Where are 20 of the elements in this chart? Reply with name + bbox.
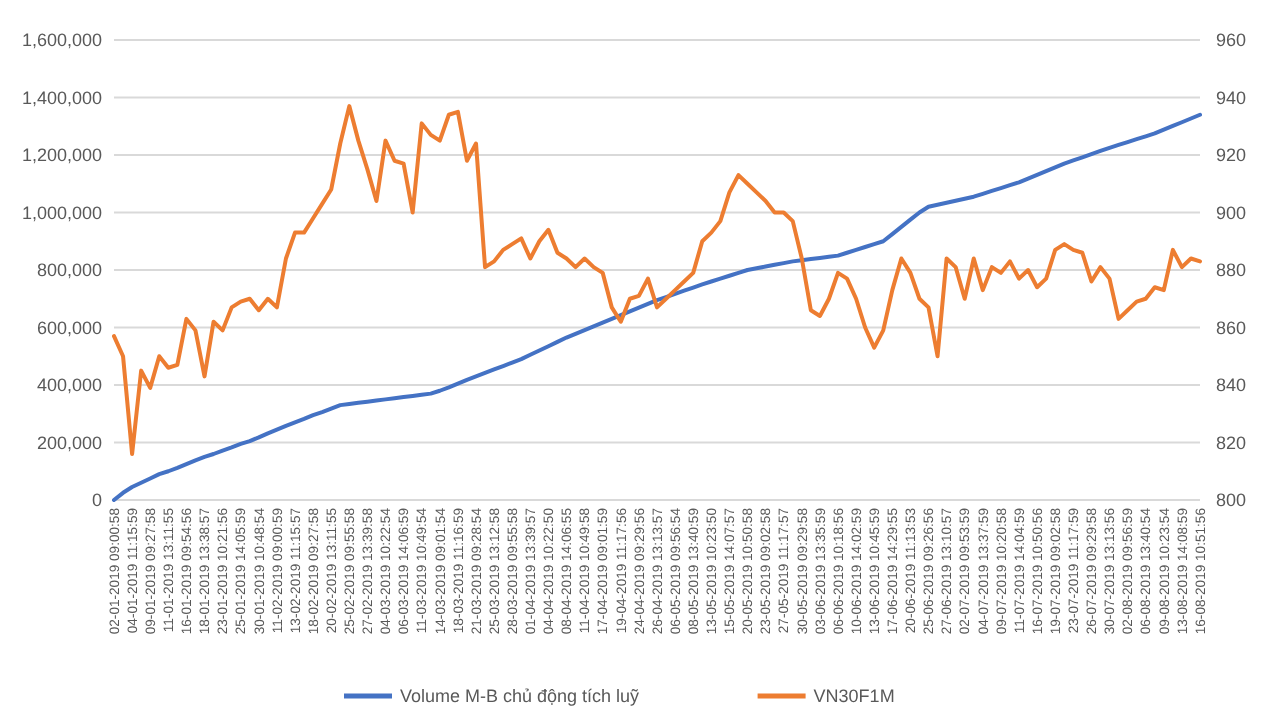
y2-tick-label: 920 [1216, 145, 1247, 166]
y-tick-label: 1,000,000 [21, 202, 102, 223]
y-tick-label: 800,000 [36, 260, 102, 281]
y2-tick-label: 860 [1216, 317, 1247, 338]
y2-tick-label: 900 [1216, 202, 1247, 223]
y-tick-label: 400,000 [36, 375, 102, 396]
y-tick-label: 1,600,000 [21, 30, 102, 51]
y-tick-label: 600,000 [36, 317, 102, 338]
y-tick-label: 200,000 [36, 432, 102, 453]
y2-tick-label: 960 [1216, 30, 1247, 51]
y2-tick-label: 880 [1216, 260, 1247, 281]
y-tick-label: 1,200,000 [21, 145, 102, 166]
y-tick-label: 0 [91, 490, 102, 511]
legend-label: Volume M-B chủ động tích luỹ [400, 686, 641, 707]
y2-tick-label: 800 [1216, 490, 1247, 511]
y2-tick-label: 840 [1216, 375, 1247, 396]
legend-label: VN30F1M [813, 686, 895, 707]
y2-tick-label: 820 [1216, 432, 1247, 453]
y2-tick-label: 940 [1216, 87, 1247, 108]
y-tick-label: 1,400,000 [21, 87, 102, 108]
